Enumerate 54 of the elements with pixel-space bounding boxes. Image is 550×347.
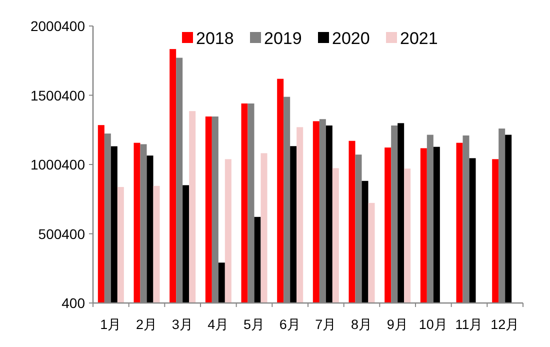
bar [492, 159, 499, 303]
x-tick-label: 6月 [279, 317, 301, 332]
bar [98, 125, 104, 303]
x-tick-label: 2月 [136, 317, 158, 332]
bar [290, 146, 297, 303]
bar [404, 168, 411, 303]
bar [146, 156, 154, 303]
legend-label: 2021 [400, 29, 438, 48]
x-tick-label: 3月 [172, 317, 194, 332]
bar [362, 180, 368, 303]
bar [296, 127, 304, 303]
x-tick-label: 12月 [490, 317, 520, 332]
bar [332, 168, 339, 303]
bar [241, 103, 248, 303]
x-tick-label: 10月 [418, 317, 448, 332]
bar [469, 158, 476, 303]
bar [170, 49, 176, 303]
bar [218, 262, 225, 303]
legend-label: 2019 [264, 29, 302, 48]
x-tick-label: 1月 [100, 317, 122, 332]
bar [348, 140, 356, 303]
bar [153, 186, 160, 303]
bar [189, 111, 196, 303]
legend-label: 2018 [196, 29, 234, 48]
bar [260, 153, 268, 303]
x-tick-label: 11月 [455, 317, 484, 332]
x-tick-label: 9月 [386, 317, 408, 332]
x-tick-label: 8月 [350, 317, 373, 332]
x-tick-label: 5月 [243, 317, 266, 332]
y-tick-label: 500400 [38, 226, 86, 242]
y-tick-label: 2000400 [30, 18, 86, 34]
x-tick-label: 7月 [315, 317, 337, 332]
y-tick-label: 1000400 [30, 156, 86, 172]
bar [398, 123, 404, 303]
bar [277, 78, 284, 303]
x-tick-label: 4月 [208, 317, 230, 332]
legend-label: 2020 [332, 29, 370, 48]
y-tick-label: 400 [62, 295, 86, 311]
bar [420, 148, 427, 303]
bar [254, 216, 261, 303]
bar [456, 142, 463, 303]
bar [368, 202, 375, 303]
bar [326, 126, 332, 303]
bar [312, 121, 320, 303]
y-tick-label: 1500400 [30, 87, 86, 104]
bar [224, 159, 232, 303]
bar [110, 146, 118, 303]
bar [182, 185, 190, 303]
bar [134, 142, 140, 303]
bar [433, 146, 440, 303]
bar [117, 186, 124, 303]
bar [205, 116, 212, 303]
bar [384, 148, 392, 303]
bar [505, 134, 512, 303]
